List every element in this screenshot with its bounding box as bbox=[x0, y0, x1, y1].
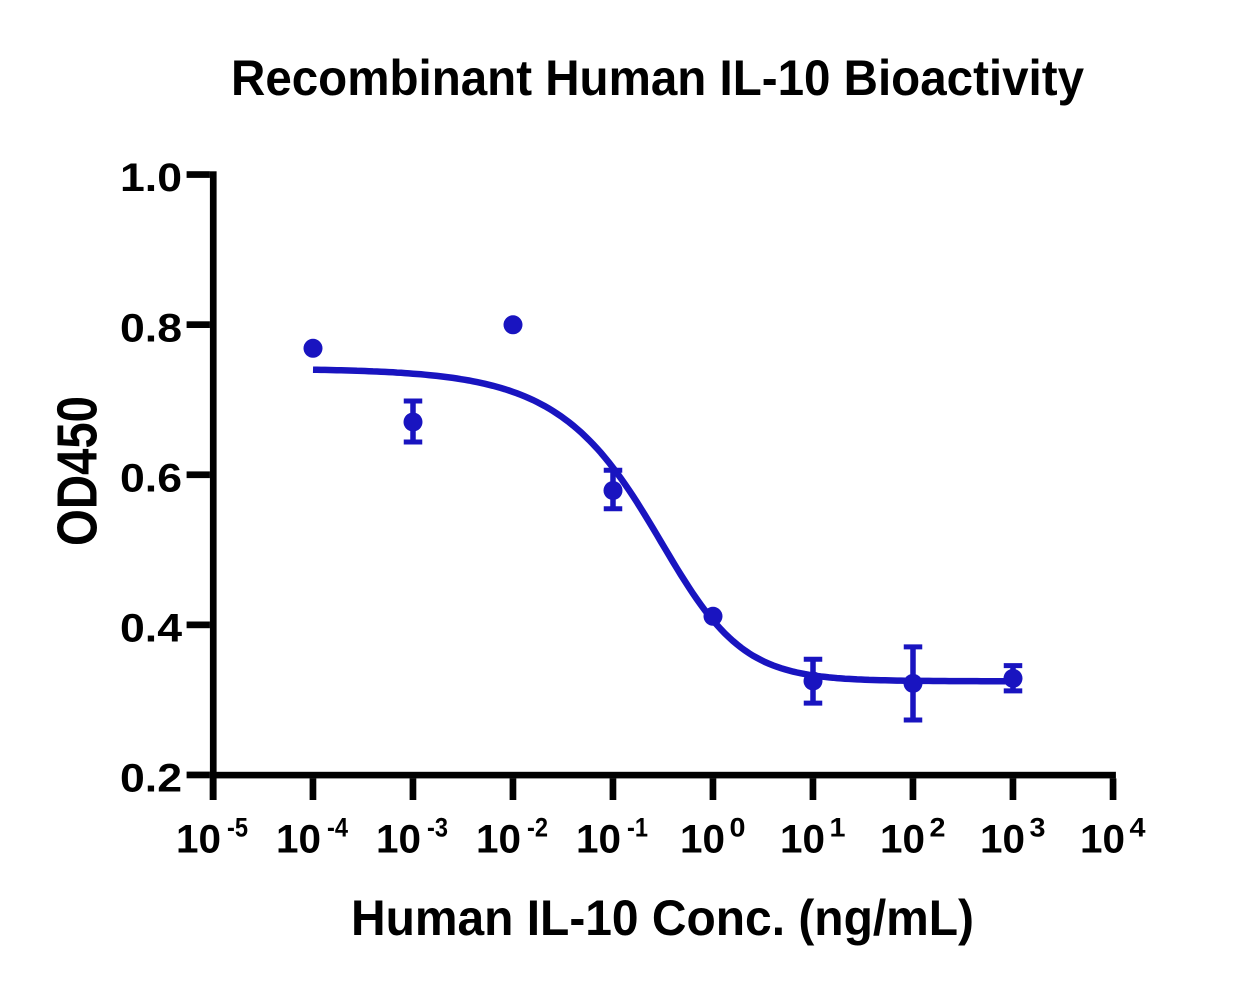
svg-text:10: 10 bbox=[176, 818, 221, 862]
svg-text:Recombinant Human IL-10 Bioact: Recombinant Human IL-10 Bioactivity bbox=[231, 50, 1084, 106]
svg-text:-5: -5 bbox=[227, 813, 248, 843]
svg-text:10: 10 bbox=[376, 818, 421, 862]
svg-text:-2: -2 bbox=[527, 813, 548, 843]
svg-text:10: 10 bbox=[780, 818, 825, 862]
svg-text:0.8: 0.8 bbox=[120, 306, 182, 350]
svg-text:3: 3 bbox=[1030, 813, 1046, 843]
svg-text:10: 10 bbox=[880, 818, 925, 862]
svg-text:OD450: OD450 bbox=[46, 396, 110, 546]
svg-text:Human IL-10 Conc. (ng/mL): Human IL-10 Conc. (ng/mL) bbox=[351, 890, 974, 946]
svg-text:0.2: 0.2 bbox=[120, 757, 182, 801]
svg-text:2: 2 bbox=[930, 813, 946, 843]
svg-text:4: 4 bbox=[1130, 813, 1146, 843]
svg-text:0.4: 0.4 bbox=[120, 607, 183, 651]
svg-text:10: 10 bbox=[680, 818, 725, 862]
svg-text:10: 10 bbox=[576, 818, 621, 862]
svg-text:0: 0 bbox=[730, 813, 746, 843]
svg-text:10: 10 bbox=[476, 818, 521, 862]
svg-text:-1: -1 bbox=[627, 813, 648, 843]
svg-text:1.0: 1.0 bbox=[120, 156, 182, 200]
svg-text:10: 10 bbox=[980, 818, 1025, 862]
svg-text:-4: -4 bbox=[327, 813, 348, 843]
svg-text:0.6: 0.6 bbox=[120, 456, 182, 500]
svg-text:-3: -3 bbox=[427, 813, 448, 843]
svg-text:10: 10 bbox=[1080, 818, 1125, 862]
svg-text:10: 10 bbox=[276, 818, 321, 862]
svg-text:1: 1 bbox=[830, 813, 846, 843]
